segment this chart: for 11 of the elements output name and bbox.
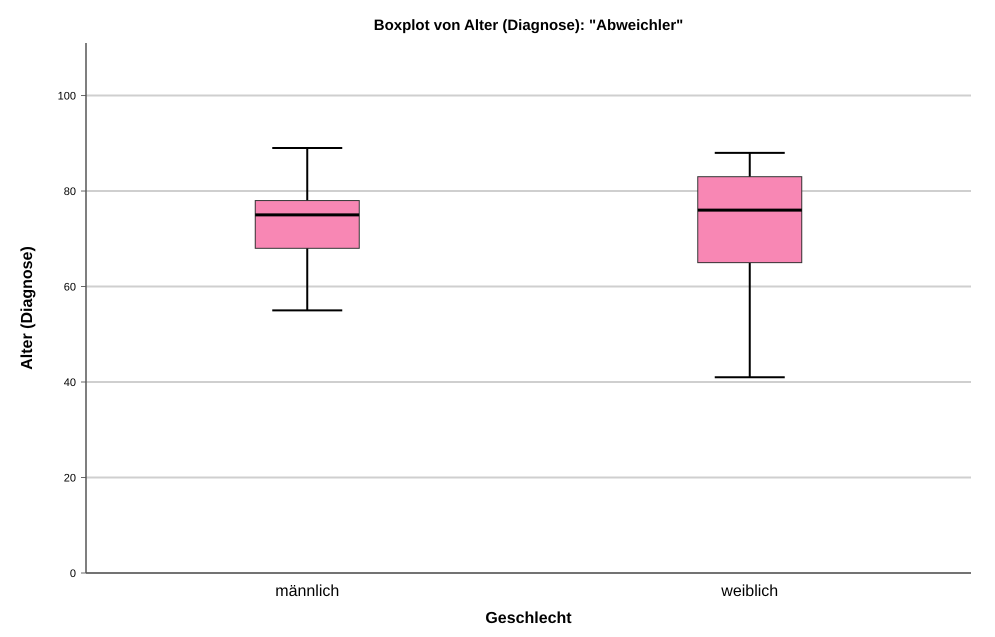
- chart-title: Boxplot von Alter (Diagnose): "Abweichler": [374, 17, 684, 34]
- x-axis-title: Geschlecht: [485, 610, 572, 627]
- y-tick-label: 0: [70, 568, 76, 580]
- y-tick-label: 80: [64, 186, 76, 198]
- y-axis-title: Alter (Diagnose): [19, 246, 36, 370]
- x-tick-label: männlich: [275, 583, 340, 600]
- y-tick-label: 60: [64, 281, 76, 294]
- y-tick-label: 20: [64, 472, 76, 484]
- x-tick-label: weiblich: [720, 583, 778, 600]
- y-tick-label: 40: [64, 376, 76, 389]
- y-tick-label: 100: [58, 90, 76, 102]
